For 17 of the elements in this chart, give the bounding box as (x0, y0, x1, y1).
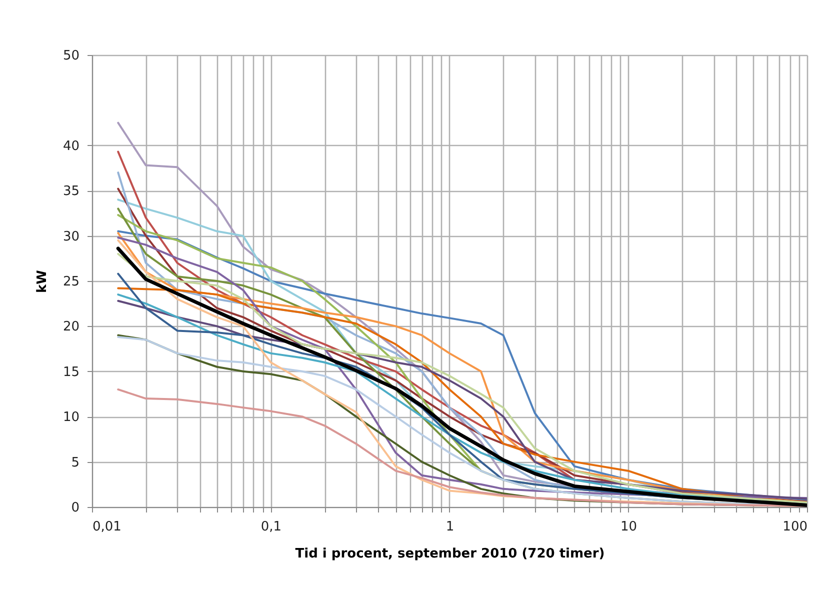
y-tick-label: 20 (62, 320, 80, 335)
y-tick-label: 25 (62, 274, 80, 290)
y-tick-label: 40 (62, 138, 80, 154)
y-tick-label: 10 (62, 410, 80, 426)
y-tick-label: 15 (62, 364, 80, 380)
x-tick-label: 0,1 (260, 520, 282, 534)
y-tick-label: 0 (71, 500, 80, 516)
y-tick-label: 5 (71, 455, 80, 470)
y-tick-label: 30 (62, 229, 80, 244)
x-tick-label: 100 (782, 520, 808, 534)
x-tick-label: 10 (620, 520, 638, 534)
y-axis-title: kW (34, 270, 50, 293)
x-tick-label: 0,01 (92, 520, 122, 534)
y-tick-label: 35 (62, 184, 80, 200)
x-tick-label: 1 (446, 520, 454, 534)
x-axis-title: Tid i procent, september 2010 (720 timer) (295, 546, 605, 562)
y-tick-label: 50 (62, 48, 80, 64)
